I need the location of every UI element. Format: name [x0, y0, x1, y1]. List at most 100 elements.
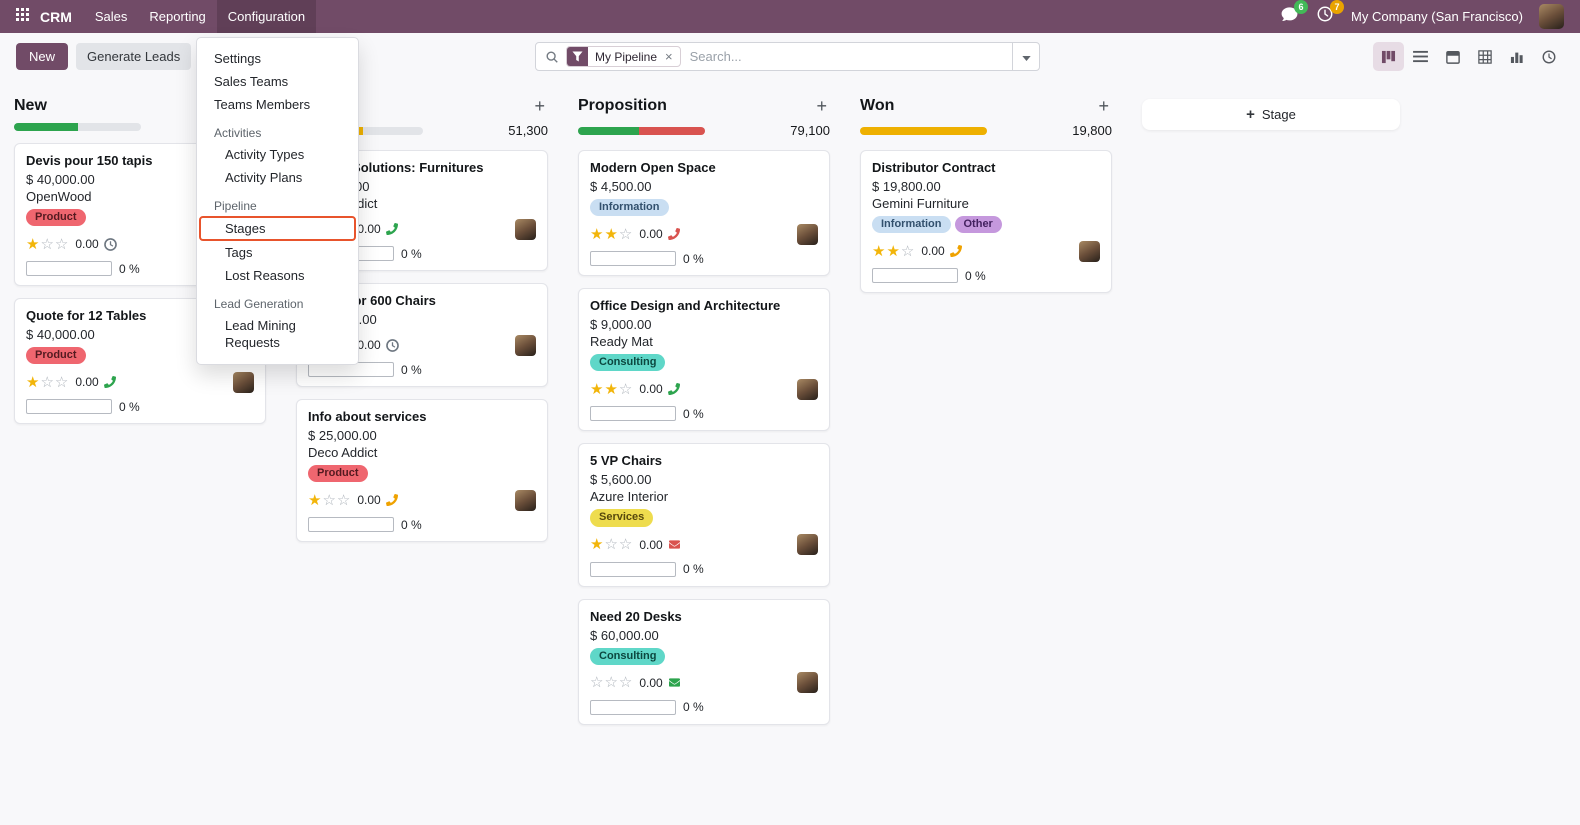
probability-input[interactable] — [26, 261, 112, 277]
star-icon[interactable]: ★ — [590, 536, 604, 554]
star-icon[interactable]: ☆ — [590, 674, 604, 692]
add-card-button[interactable]: + — [534, 96, 545, 116]
priority-stars[interactable]: ★☆☆ — [26, 375, 68, 390]
kanban-card[interactable]: 5 VP Chairs $ 5,600.00 Azure Interior Servi… — [578, 443, 830, 587]
star-icon[interactable]: ☆ — [322, 491, 336, 509]
star-icon[interactable]: ★ — [590, 380, 604, 398]
envelope-icon[interactable] — [668, 677, 681, 688]
search-input[interactable]: Search... — [689, 49, 742, 64]
search-bar[interactable]: My Pipeline × Search... — [535, 42, 1040, 71]
probability-input[interactable] — [26, 399, 112, 415]
probability-input[interactable] — [590, 699, 676, 715]
phone-icon[interactable] — [385, 223, 398, 235]
star-icon[interactable]: ☆ — [40, 235, 54, 253]
star-icon[interactable]: ★ — [26, 373, 40, 391]
salesperson-avatar[interactable] — [797, 534, 818, 556]
apps-menu-button[interactable] — [8, 0, 36, 33]
priority-stars[interactable]: ★ ★ ☆ — [872, 244, 914, 259]
probability-input[interactable] — [590, 251, 676, 267]
priority-stars[interactable]: ★☆☆ — [26, 237, 68, 252]
activity-view-button[interactable] — [1533, 42, 1564, 71]
star-icon[interactable]: ☆ — [618, 536, 633, 554]
star-icon[interactable]: ★ — [590, 225, 604, 243]
star-icon[interactable]: ★ — [604, 225, 618, 243]
salesperson-avatar[interactable] — [1079, 240, 1100, 262]
nav-menu-configuration[interactable]: Configuration — [216, 0, 317, 33]
star-icon[interactable]: ☆ — [900, 242, 915, 260]
menu-item-teams-members[interactable]: Teams Members — [214, 97, 311, 112]
generate-leads-button[interactable]: Generate Leads — [76, 43, 192, 70]
nav-menu-reporting[interactable]: Reporting — [149, 9, 206, 24]
phone-icon[interactable] — [667, 383, 680, 396]
activities-button[interactable]: 7 — [1315, 0, 1345, 27]
menu-item-lost-reasons[interactable]: Lost Reasons — [225, 268, 305, 283]
star-icon[interactable]: ★ — [604, 380, 618, 398]
user-avatar[interactable] — [1539, 4, 1564, 29]
probability-input[interactable] — [590, 406, 676, 422]
search-dropdown-toggle[interactable] — [1012, 43, 1039, 70]
salesperson-avatar[interactable] — [797, 223, 818, 245]
salesperson-avatar[interactable] — [515, 334, 536, 356]
menu-item-activity-plans[interactable]: Activity Plans — [225, 170, 303, 185]
calendar-view-button[interactable] — [1437, 42, 1468, 71]
kanban-card[interactable]: Need 20 Desks $ 60,000.00 Consulting ☆ ☆ ☆ 0.0… — [578, 598, 830, 725]
add-stage-button[interactable]: + Stage — [1142, 99, 1400, 130]
star-icon[interactable]: ☆ — [604, 674, 618, 692]
star-icon[interactable]: ☆ — [604, 536, 618, 554]
envelope-icon[interactable] — [668, 539, 681, 550]
star-icon[interactable]: ★ — [308, 491, 322, 509]
salesperson-avatar[interactable] — [797, 378, 818, 400]
priority-stars[interactable]: ☆ ☆ ☆ — [590, 675, 632, 690]
probability-input[interactable] — [872, 268, 958, 284]
facet-remove-button[interactable]: × — [665, 49, 673, 64]
list-view-button[interactable] — [1405, 42, 1436, 71]
priority-stars[interactable]: ★☆☆ — [308, 493, 350, 508]
phone-icon[interactable] — [385, 494, 398, 507]
star-icon[interactable]: ☆ — [54, 373, 69, 391]
kanban-card[interactable]: Modern Open Space $ 4,500.00 Information ★ ★… — [578, 150, 830, 277]
star-icon[interactable]: ☆ — [618, 380, 633, 398]
probability-input[interactable] — [590, 561, 676, 577]
salesperson-avatar[interactable] — [515, 218, 536, 240]
salesperson-avatar[interactable] — [797, 672, 818, 694]
menu-item-sales-teams[interactable]: Sales Teams — [214, 74, 289, 89]
priority-stars[interactable]: ★☆☆ — [590, 537, 632, 552]
messages-button[interactable]: 6 — [1279, 0, 1309, 27]
clock-icon[interactable] — [385, 338, 399, 352]
priority-stars[interactable]: ★ ★ ☆ — [590, 227, 632, 242]
priority-stars[interactable]: ★ ★ ☆ — [590, 382, 632, 397]
star-icon[interactable]: ☆ — [54, 235, 69, 253]
new-button[interactable]: New — [16, 43, 69, 70]
star-icon[interactable]: ☆ — [618, 674, 633, 692]
kanban-view-button[interactable] — [1373, 42, 1404, 71]
kanban-card[interactable]: Office Design and Architecture $ 9,000.00… — [578, 288, 830, 432]
clock-icon[interactable] — [103, 237, 117, 251]
phone-icon[interactable] — [667, 228, 680, 241]
star-icon[interactable]: ★ — [872, 242, 886, 260]
phone-icon[interactable] — [103, 376, 116, 389]
star-icon[interactable]: ★ — [886, 242, 900, 260]
star-icon[interactable]: ☆ — [40, 373, 54, 391]
column-progressbar[interactable] — [14, 123, 141, 131]
company-switcher[interactable]: My Company (San Francisco) — [1351, 9, 1523, 24]
kanban-card[interactable]: Info about services $ 25,000.00 Deco Addic… — [296, 399, 548, 543]
column-progressbar[interactable] — [860, 126, 987, 135]
kanban-card[interactable]: Distributor Contract $ 19,800.00 Gemini Fu… — [860, 150, 1112, 294]
menu-item-lead-mining-requests[interactable]: Lead Mining Requests — [225, 318, 296, 350]
star-icon[interactable]: ★ — [26, 235, 40, 253]
salesperson-avatar[interactable] — [233, 371, 254, 393]
menu-item-activity-types[interactable]: Activity Types — [225, 147, 305, 162]
pivot-view-button[interactable] — [1469, 42, 1500, 71]
salesperson-avatar[interactable] — [515, 489, 536, 511]
star-icon[interactable]: ☆ — [336, 491, 351, 509]
probability-input[interactable] — [308, 517, 394, 533]
nav-menu-sales[interactable]: Sales — [94, 9, 128, 24]
add-card-button[interactable]: + — [1098, 96, 1109, 116]
star-icon[interactable]: ☆ — [618, 225, 633, 243]
menu-item-settings[interactable]: Settings — [214, 51, 261, 66]
phone-icon[interactable] — [949, 245, 962, 258]
menu-item-stages[interactable]: Stages — [199, 216, 356, 241]
menu-item-tags[interactable]: Tags — [225, 245, 253, 260]
add-card-button[interactable]: + — [816, 96, 827, 116]
column-progressbar[interactable] — [578, 126, 705, 135]
